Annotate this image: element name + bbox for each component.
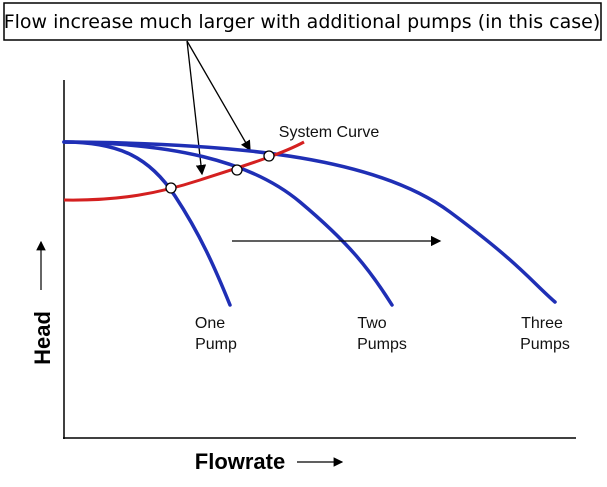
pump-label: Three xyxy=(521,315,563,332)
three-pump-curve xyxy=(62,140,557,304)
x-axis-title: Flowrate xyxy=(195,449,285,474)
pump-label: Pump xyxy=(195,336,237,353)
operating-point xyxy=(165,182,177,194)
pump-label: Pumps xyxy=(357,336,407,353)
callout-arrow xyxy=(186,40,207,176)
pump-label: One xyxy=(195,315,225,332)
one-pump-curve xyxy=(62,140,232,307)
pump-label: Pumps xyxy=(520,336,570,353)
system-curve xyxy=(63,140,305,202)
two-pump-curve xyxy=(62,140,394,307)
operating-point xyxy=(263,150,275,162)
y-axis-title: Head xyxy=(30,311,55,365)
callout-box xyxy=(3,2,602,41)
callout-text: Flow increase much larger with additiona… xyxy=(4,11,601,33)
operating-point xyxy=(231,164,243,176)
pump-label: Two xyxy=(357,315,386,332)
callout-arrow xyxy=(186,40,251,152)
system-curve-label: System Curve xyxy=(279,124,380,141)
